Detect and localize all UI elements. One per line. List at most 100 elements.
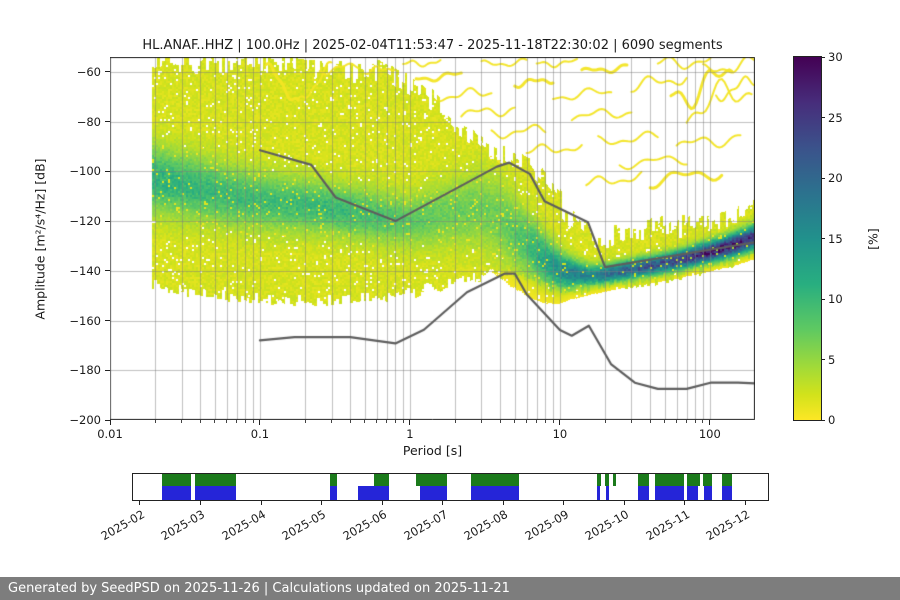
availability-segment-green: [415, 474, 447, 486]
colorbar-tick-label: 25: [828, 110, 843, 125]
colorbar: [793, 56, 822, 421]
month-tick-label: 2025-08: [461, 507, 511, 544]
colorbar-tick-mark: [821, 238, 825, 239]
y-axis-label: Amplitude [m²/s⁴/Hz] [dB]: [32, 158, 48, 320]
availability-segment-blue: [597, 485, 601, 500]
colorbar-tick-mark: [821, 419, 825, 421]
x-tick-mark: [559, 420, 561, 425]
availability-tick-mark: [684, 501, 686, 505]
availability-segment-green: [605, 474, 609, 486]
availability-segment-blue: [470, 485, 520, 500]
colorbar-tick-mark: [821, 359, 825, 360]
y-tick-mark: [105, 419, 110, 421]
availability-tick-mark: [321, 501, 323, 505]
y-tick-mark: [105, 369, 110, 371]
x-minor-tick-mark: [526, 420, 528, 423]
availability-segment-green: [162, 474, 192, 486]
colorbar-tick-mark: [821, 56, 825, 58]
x-minor-tick-mark: [694, 420, 696, 423]
y-tick-label: −80: [76, 114, 101, 129]
x-minor-tick-mark: [199, 420, 201, 423]
availability-segment-green: [654, 474, 685, 486]
x-minor-tick-mark: [676, 420, 678, 423]
colorbar-tick-label: 20: [828, 171, 843, 185]
x-minor-tick-mark: [630, 420, 632, 423]
x-tick-label: 0.1: [250, 427, 270, 441]
availability-segment-green: [703, 474, 713, 486]
y-tick-mark: [105, 121, 110, 123]
colorbar-label: [%]: [865, 228, 881, 250]
x-minor-tick-mark: [402, 420, 404, 423]
month-tick-label: 2025-03: [158, 507, 208, 544]
month-tick-label: 2025-04: [219, 507, 269, 544]
availability-tick-mark: [200, 501, 201, 505]
availability-segment-green: [374, 474, 389, 486]
x-minor-tick-mark: [514, 420, 516, 423]
colorbar-tick-label: 30: [828, 50, 843, 64]
x-minor-tick-mark: [252, 420, 254, 423]
x-minor-tick-mark: [214, 420, 216, 423]
x-tick-mark: [259, 420, 261, 425]
x-minor-tick-mark: [331, 420, 332, 423]
availability-timeline: [132, 473, 769, 501]
y-tick-mark: [105, 71, 110, 73]
x-minor-tick-mark: [376, 420, 378, 423]
x-minor-tick-mark: [664, 420, 666, 423]
y-tick-label: −160: [69, 313, 101, 328]
chart-title: HL.ANAF..HHZ | 100.0Hz | 2025-02-04T11:5…: [142, 38, 723, 53]
y-tick-label: −180: [69, 363, 101, 378]
x-minor-tick-mark: [349, 420, 351, 423]
month-tick-label: 2025-09: [521, 507, 571, 544]
x-minor-tick-mark: [702, 420, 704, 423]
x-axis-label: Period [s]: [402, 443, 463, 458]
y-tick-label: −140: [69, 263, 101, 278]
availability-tick-mark: [563, 501, 565, 505]
availability-tick-mark: [139, 501, 141, 505]
y-tick-label: −200: [69, 413, 101, 427]
availability-segment-blue: [654, 485, 684, 500]
x-tick-label: 100: [698, 427, 721, 441]
month-tick-label: 2025-06: [340, 507, 390, 544]
x-minor-tick-mark: [686, 420, 688, 423]
availability-segment-blue: [686, 485, 699, 500]
month-tick-label: 2025-12: [703, 507, 753, 544]
availability-tick-mark: [744, 501, 746, 505]
y-tick-mark: [105, 170, 110, 172]
x-minor-tick-mark: [480, 420, 482, 423]
y-tick-mark: [105, 320, 110, 322]
availability-segment-blue: [420, 485, 447, 500]
x-minor-tick-mark: [236, 420, 238, 423]
y-tick-label: −120: [69, 214, 101, 229]
x-minor-tick-mark: [499, 420, 501, 423]
x-minor-tick-mark: [552, 420, 554, 423]
colorbar-tick-label: 15: [828, 231, 843, 246]
y-tick-label: −100: [69, 164, 101, 179]
availability-segment-green: [329, 474, 338, 486]
x-minor-tick-mark: [226, 420, 228, 423]
colorbar-tick-mark: [821, 117, 825, 118]
x-minor-tick-mark: [544, 420, 546, 423]
availability-segment-blue: [195, 485, 237, 500]
y-tick-mark: [105, 270, 110, 272]
month-tick-label: 2025-07: [400, 507, 450, 544]
x-minor-tick-mark: [386, 420, 388, 423]
availability-tick-mark: [502, 501, 504, 505]
month-tick-label: 2025-05: [279, 507, 329, 544]
x-tick-label: 1: [406, 427, 414, 441]
x-minor-tick-mark: [649, 420, 651, 423]
x-tick-label: 10: [552, 427, 568, 441]
availability-segment-blue: [722, 485, 732, 500]
availability-segment-blue: [358, 485, 389, 500]
x-minor-tick-mark: [454, 420, 456, 423]
availability-segment-green: [637, 474, 649, 486]
colorbar-tick-label: 10: [828, 292, 843, 306]
x-tick-mark: [409, 420, 411, 425]
x-tick-mark: [709, 420, 711, 425]
x-minor-tick-mark: [154, 420, 156, 423]
colorbar-tick-mark: [821, 298, 825, 300]
availability-segment-green: [721, 474, 732, 486]
x-minor-tick-mark: [364, 420, 366, 423]
x-minor-tick-mark: [536, 420, 538, 423]
availability-tick-mark: [381, 501, 383, 505]
